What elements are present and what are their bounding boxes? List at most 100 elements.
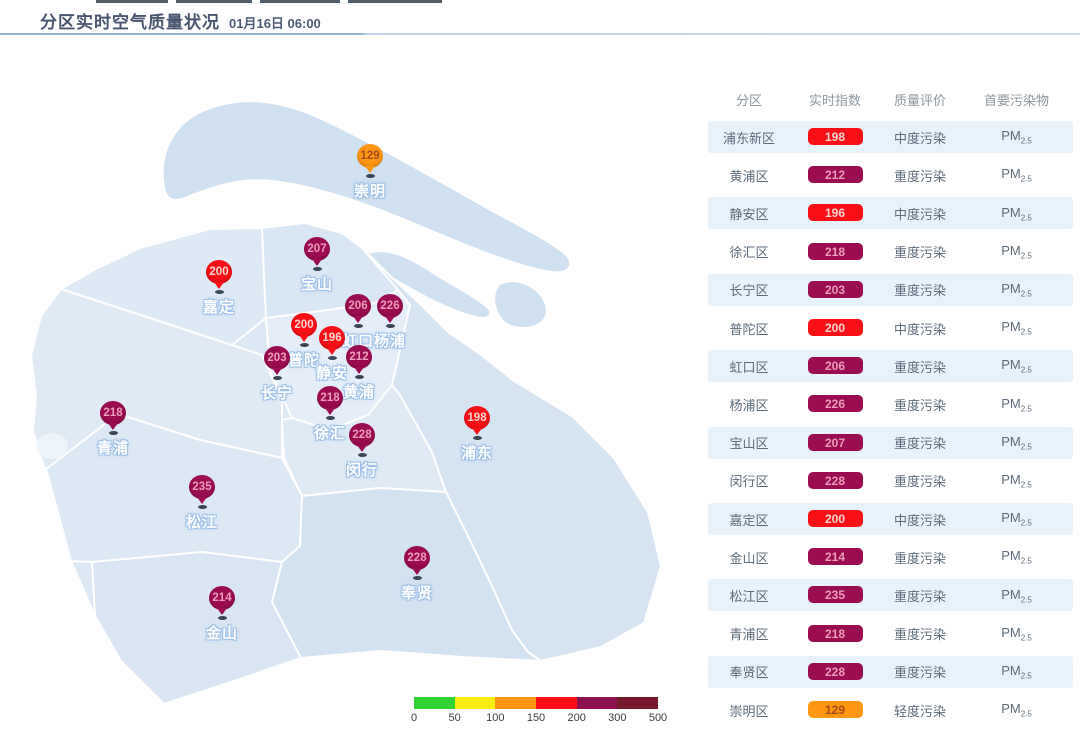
marker-anchor-dot	[354, 375, 364, 379]
top-bar-fragment	[260, 0, 340, 3]
marker-anchor-dot	[214, 290, 224, 294]
header: 分区实时空气质量状况 01月16日 06:00	[40, 8, 321, 33]
quality-label: 重度污染	[893, 474, 946, 490]
district-name: 奉贤区	[729, 665, 769, 681]
pollutant-label: PM2.5	[960, 548, 1073, 566]
map-marker[interactable]: 226 杨浦	[345, 294, 435, 351]
aqi-legend-ticks: 0 50 100 150 200 300 500	[410, 712, 667, 726]
district-name: 杨浦区	[729, 397, 769, 413]
table-row: 浦东新区 198 中度污染 PM2.5	[708, 121, 1073, 153]
marker-balloon: 235	[189, 475, 215, 499]
marker-anchor-dot	[353, 324, 363, 328]
map-marker[interactable]: 228 闵行	[317, 423, 407, 480]
map-marker[interactable]: 203 长宁	[232, 346, 322, 403]
map-marker[interactable]: 196 静安	[287, 326, 377, 383]
marker-district-label: 普陀	[287, 352, 320, 369]
aqi-badge: 200	[807, 510, 863, 527]
map-marker[interactable]: 214 金山	[177, 586, 267, 643]
table-row: 虹口区 206 重度污染 PM2.5	[708, 350, 1073, 383]
marker-tail	[214, 282, 224, 289]
district-name: 青浦区	[729, 627, 769, 643]
pollutant-main: PM	[1001, 472, 1021, 487]
pollutant-label: PM2.5	[960, 243, 1073, 261]
map-marker[interactable]: 218 青浦	[68, 401, 158, 458]
map-marker[interactable]: 235 松江	[157, 475, 247, 532]
pollutant-label: PM2.5	[960, 166, 1073, 184]
aqi-badge: 228	[807, 471, 863, 489]
map-region-chongming	[161, 100, 572, 274]
header-divider	[0, 33, 1080, 35]
marker-balloon: 196	[319, 326, 345, 350]
district-name: 徐汇区	[729, 245, 769, 261]
marker-balloon: 200	[291, 313, 317, 337]
aqi-legend-tick: 500	[648, 712, 668, 724]
pollutant-main: PM	[1001, 395, 1021, 411]
marker-tail	[412, 568, 422, 575]
quality-label: 轻度污染	[893, 703, 946, 719]
quality-label: 重度污染	[893, 397, 946, 413]
pollutant-label: PM2.5	[960, 510, 1073, 528]
aqi-legend: 0 50 100 150 200 300 500	[410, 697, 667, 726]
map-marker[interactable]: 218 徐汇	[285, 386, 375, 443]
pollutant-label: PM2.5	[960, 396, 1073, 414]
marker-district-label: 青浦	[96, 440, 129, 457]
map-marker[interactable]: 198 浦东	[432, 406, 522, 463]
quality-label: 中度污染	[893, 206, 946, 222]
pollutant-sub: 2.5	[1020, 213, 1032, 223]
map-marker[interactable]: 228 奉贤	[372, 546, 462, 603]
aqi-badge: 206	[807, 357, 863, 375]
quality-label: 重度污染	[893, 665, 946, 681]
marker-aqi-value: 200	[209, 266, 229, 278]
marker-district-label: 金山	[205, 625, 238, 642]
marker-balloon: 212	[346, 345, 372, 369]
pollutant-label: PM2.5	[960, 281, 1073, 299]
pollutant-sub: 2.5	[1020, 251, 1032, 261]
pollutant-label: PM2.5	[960, 587, 1073, 605]
marker-district-label: 浦东	[460, 445, 493, 462]
district-name: 闵行区	[729, 474, 769, 490]
district-name: 松江区	[729, 588, 769, 604]
marker-tail	[354, 367, 364, 374]
marker-anchor-dot	[327, 356, 337, 360]
marker-aqi-value: 214	[212, 592, 232, 604]
marker-balloon: 228	[349, 423, 375, 447]
pollutant-main: PM	[1001, 166, 1021, 182]
aqi-badge: 203	[807, 280, 863, 298]
table-row: 静安区 196 中度污染 PM2.5	[708, 197, 1073, 230]
quality-label: 中度污染	[893, 130, 946, 146]
pollutant-sub: 2.5	[1020, 289, 1032, 299]
aqi-legend-tick: 300	[608, 712, 627, 724]
marker-anchor-dot	[385, 324, 395, 328]
table-row: 闵行区 228 重度污染 PM2.5	[708, 465, 1073, 497]
map-marker[interactable]: 129 崇明	[325, 144, 415, 201]
shanghai-map[interactable]: 129 崇明 207 宝山 200 嘉定 206 虹口 226 杨浦 200 普…	[0, 0, 700, 738]
aqi-legend-tick: 0	[410, 712, 418, 724]
map-marker[interactable]: 212 黄浦	[314, 345, 404, 402]
aqi-badge: 129	[807, 701, 863, 718]
map-marker[interactable]: 207 宝山	[272, 237, 362, 294]
marker-district-label: 杨浦	[373, 333, 406, 350]
pollutant-sub: 2.5	[1020, 442, 1032, 452]
col-pollutant: 首要污染物	[983, 93, 1049, 108]
district-name: 普陀区	[729, 321, 769, 337]
map-marker[interactable]: 200 普陀	[259, 313, 349, 370]
aqi-legend-segment	[536, 697, 577, 709]
pollutant-sub: 2.5	[1020, 595, 1032, 605]
pollutant-sub: 2.5	[1020, 136, 1032, 146]
marker-tail	[197, 497, 207, 504]
marker-balloon: 203	[264, 346, 290, 370]
aqi-legend-bar	[414, 697, 659, 709]
district-name: 嘉定区	[729, 512, 769, 528]
pollutant-label: PM2.5	[960, 472, 1073, 490]
aqi-badge: 214	[807, 548, 863, 566]
marker-district-label: 奉贤	[400, 585, 433, 602]
marker-balloon: 129	[357, 144, 383, 168]
map-marker[interactable]: 200 嘉定	[174, 260, 264, 317]
pollutant-main: PM	[1001, 204, 1021, 220]
marker-aqi-value: 206	[348, 300, 368, 312]
marker-tail	[327, 348, 337, 355]
marker-balloon: 206	[345, 294, 371, 318]
table-row: 长宁区 203 重度污染 PM2.5	[708, 273, 1073, 306]
marker-tail	[312, 259, 322, 266]
